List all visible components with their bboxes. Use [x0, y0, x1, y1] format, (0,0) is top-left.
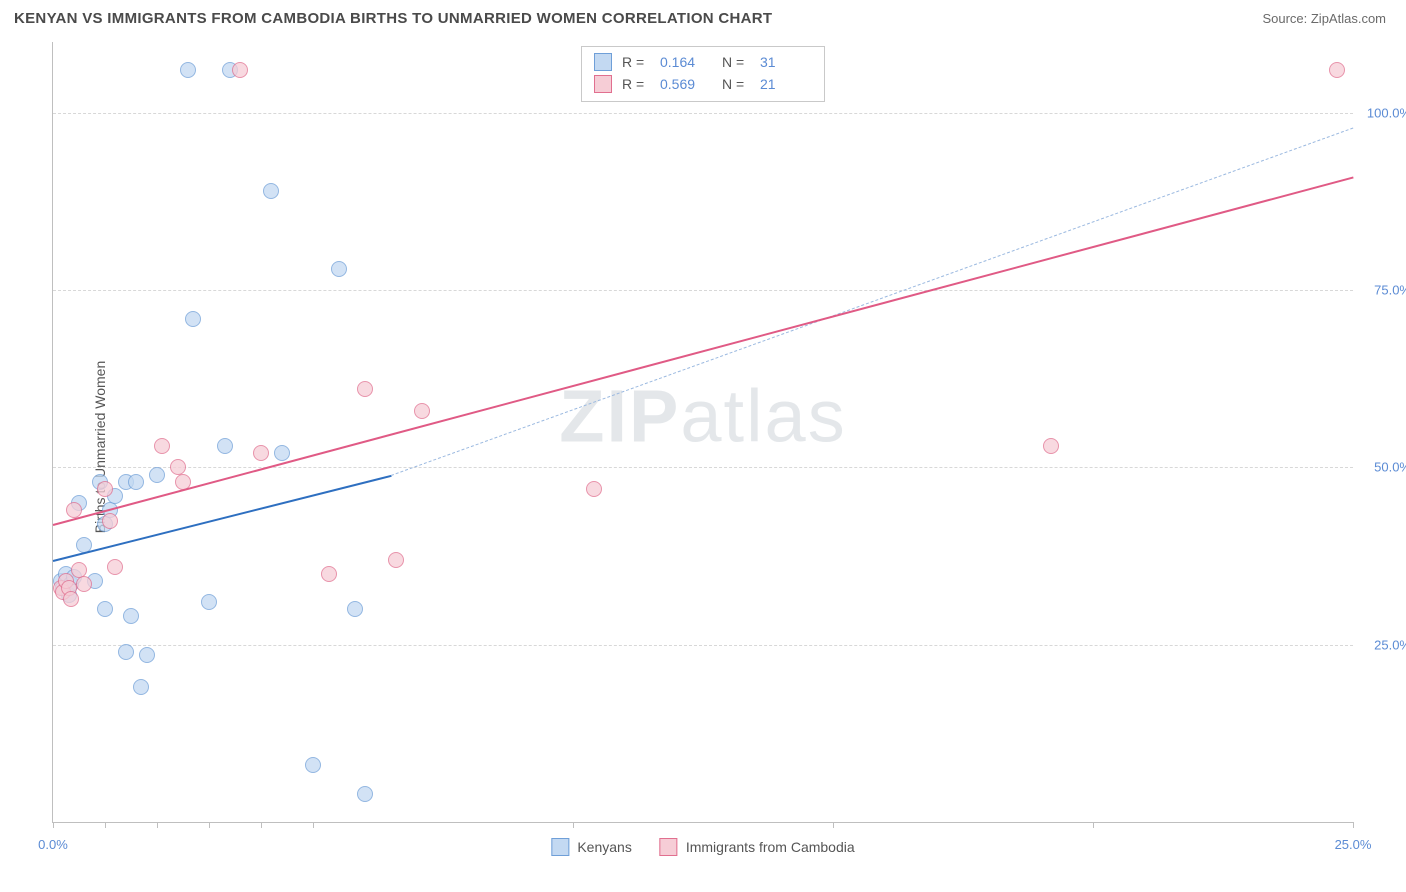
data-point-cambodia — [232, 62, 248, 78]
x-tick — [209, 822, 210, 828]
gridline — [53, 467, 1353, 468]
data-point-cambodia — [253, 445, 269, 461]
data-point-kenyans — [274, 445, 290, 461]
watermark-light: atlas — [680, 375, 846, 458]
data-point-cambodia — [1329, 62, 1345, 78]
correlation-row-kenyans: R = 0.164 N = 31 — [594, 51, 812, 73]
data-point-kenyans — [357, 786, 373, 802]
legend-swatch-icon — [594, 53, 612, 71]
data-point-cambodia — [97, 481, 113, 497]
n-value: 31 — [760, 51, 812, 73]
legend-swatch-icon — [660, 838, 678, 856]
regression-line — [53, 177, 1354, 526]
data-point-cambodia — [63, 591, 79, 607]
data-point-cambodia — [66, 502, 82, 518]
plot-area: ZIPatlas 25.0%50.0%75.0%100.0%0.0%25.0%R… — [52, 42, 1353, 823]
data-point-cambodia — [388, 552, 404, 568]
y-tick-label: 50.0% — [1374, 460, 1406, 475]
gridline — [53, 113, 1353, 114]
data-point-cambodia — [414, 403, 430, 419]
x-tick — [53, 822, 54, 828]
gridline — [53, 645, 1353, 646]
legend-swatch-icon — [551, 838, 569, 856]
legend-swatch-icon — [594, 75, 612, 93]
data-point-cambodia — [586, 481, 602, 497]
y-tick-label: 75.0% — [1374, 283, 1406, 298]
data-point-kenyans — [123, 608, 139, 624]
x-tick — [833, 822, 834, 828]
y-tick-label: 25.0% — [1374, 637, 1406, 652]
data-point-kenyans — [133, 679, 149, 695]
x-tick — [1093, 822, 1094, 828]
data-point-kenyans — [263, 183, 279, 199]
r-label: R = — [622, 51, 650, 73]
data-point-kenyans — [118, 644, 134, 660]
n-label: N = — [722, 73, 750, 95]
x-tick — [573, 822, 574, 828]
data-point-cambodia — [102, 513, 118, 529]
correlation-legend: R = 0.164 N = 31 R = 0.569 N = 21 — [581, 46, 825, 102]
x-tick — [105, 822, 106, 828]
legend-item-kenyans: Kenyans — [551, 838, 631, 856]
data-point-kenyans — [185, 311, 201, 327]
x-tick — [261, 822, 262, 828]
data-point-kenyans — [217, 438, 233, 454]
legend-item-cambodia: Immigrants from Cambodia — [660, 838, 855, 856]
x-tick — [1353, 822, 1354, 828]
legend-label: Immigrants from Cambodia — [686, 839, 855, 855]
regression-extension — [391, 127, 1353, 475]
watermark-bold: ZIP — [559, 375, 680, 458]
chart-container: Births to Unmarried Women ZIPatlas 25.0%… — [40, 42, 1390, 852]
legend-label: Kenyans — [577, 839, 631, 855]
chart-header: KENYAN VS IMMIGRANTS FROM CAMBODIA BIRTH… — [0, 0, 1406, 35]
data-point-kenyans — [331, 261, 347, 277]
x-tick-label: 0.0% — [38, 837, 68, 852]
x-tick — [157, 822, 158, 828]
data-point-cambodia — [76, 576, 92, 592]
data-point-kenyans — [149, 467, 165, 483]
data-point-cambodia — [1043, 438, 1059, 454]
y-tick-label: 100.0% — [1367, 105, 1406, 120]
series-legend: Kenyans Immigrants from Cambodia — [551, 838, 854, 856]
r-value: 0.569 — [660, 73, 712, 95]
data-point-cambodia — [357, 381, 373, 397]
n-label: N = — [722, 51, 750, 73]
data-point-kenyans — [201, 594, 217, 610]
data-point-kenyans — [347, 601, 363, 617]
chart-source: Source: ZipAtlas.com — [1262, 11, 1386, 26]
r-label: R = — [622, 73, 650, 95]
n-value: 21 — [760, 73, 812, 95]
correlation-row-cambodia: R = 0.569 N = 21 — [594, 73, 812, 95]
x-tick-label: 25.0% — [1335, 837, 1372, 852]
gridline — [53, 290, 1353, 291]
data-point-kenyans — [180, 62, 196, 78]
data-point-kenyans — [128, 474, 144, 490]
data-point-kenyans — [305, 757, 321, 773]
data-point-cambodia — [107, 559, 123, 575]
data-point-cambodia — [154, 438, 170, 454]
data-point-kenyans — [139, 647, 155, 663]
r-value: 0.164 — [660, 51, 712, 73]
watermark: ZIPatlas — [559, 374, 846, 459]
x-tick — [313, 822, 314, 828]
data-point-kenyans — [97, 601, 113, 617]
data-point-cambodia — [321, 566, 337, 582]
chart-title: KENYAN VS IMMIGRANTS FROM CAMBODIA BIRTH… — [14, 10, 772, 27]
